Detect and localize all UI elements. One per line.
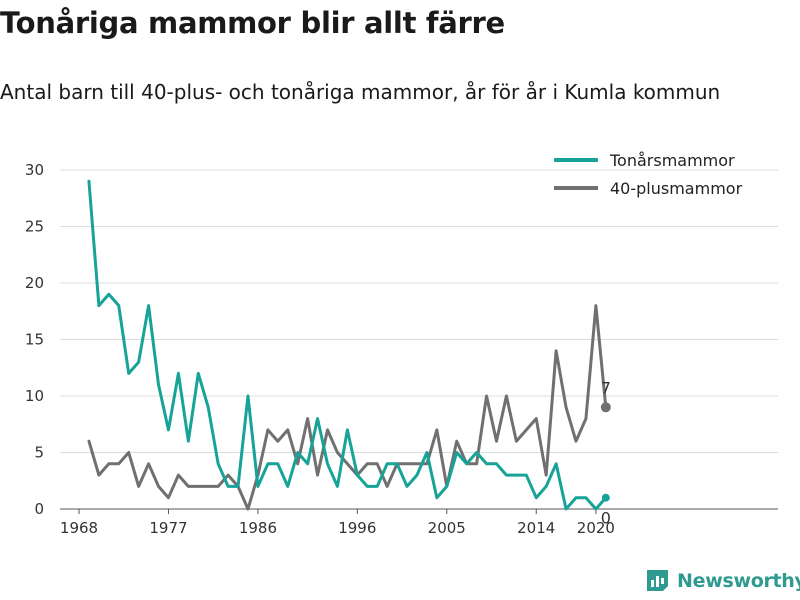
x-tick-label: 2020: [577, 519, 615, 537]
gridlines: [60, 169, 778, 453]
x-tick-label: 1968: [60, 519, 98, 537]
y-tick-label: 10: [25, 387, 44, 405]
end-point-tonarsmammor: [601, 493, 610, 502]
brand-name: Newsworthy: [677, 569, 800, 592]
y-tick-label: 25: [25, 218, 44, 236]
series-line-ton-rsmammor: [87, 179, 608, 511]
series-line-40-plusmammor: [87, 304, 608, 511]
x-tick-label: 2005: [428, 519, 466, 537]
x-axis: [60, 508, 778, 514]
legend: Tonårsmammor 40-plusmammor: [554, 151, 743, 198]
y-tick-label: 20: [25, 274, 44, 292]
end-point-40-plusmammor: [600, 402, 611, 413]
bar-chart-icon: [647, 570, 668, 591]
legend-label: Tonårsmammor: [609, 151, 735, 170]
x-tick-label: 1977: [149, 519, 187, 537]
y-tick-label: 15: [25, 331, 44, 349]
series-lines: [87, 179, 608, 511]
end-value-label: 7: [601, 378, 611, 397]
y-tick-label: 30: [25, 161, 44, 179]
y-tick-label: 5: [34, 444, 44, 462]
newsworthy-logo: Newsworthy: [645, 568, 800, 593]
legend-label: 40-plusmammor: [610, 179, 743, 198]
x-axis-tick-labels: 1968 1977 1986 1996 2005 2014 2020: [60, 519, 615, 537]
end-markers: 70: [601, 378, 611, 527]
x-tick-label: 1986: [239, 519, 277, 537]
x-tick-label: 2014: [517, 519, 555, 537]
y-tick-label: 0: [34, 500, 44, 518]
x-tick-label: 1996: [338, 519, 376, 537]
y-axis-tick-labels: 0 5 10 15 20 25 30: [25, 161, 44, 518]
chart-title: Tonåriga mammor blir allt färre: [0, 6, 505, 40]
end-value-label: 0: [601, 509, 611, 528]
chart-subtitle: Antal barn till 40-plus- och tonåriga ma…: [0, 80, 721, 104]
